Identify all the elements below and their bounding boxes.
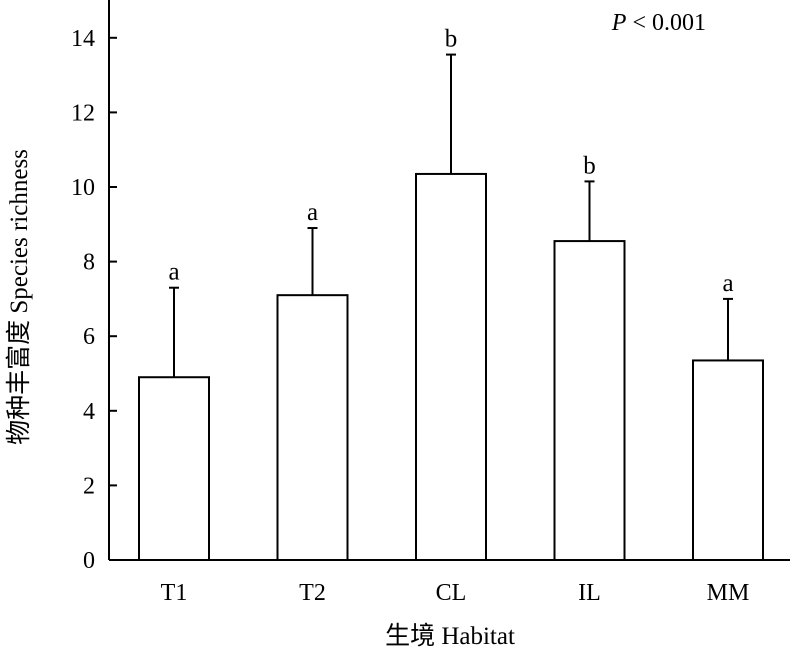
bars-layer	[138, 53, 764, 562]
y-axis-title: 物种丰富度 Species richness	[5, 149, 33, 445]
sig-letter-t1: a	[168, 259, 179, 286]
x-axis-title: 生境 Habitat	[385, 622, 515, 650]
y-tick-label-14: 14	[71, 26, 95, 52]
x-tick-label-t2: T2	[299, 580, 326, 606]
y-tick-label-8: 8	[83, 250, 95, 276]
y-tick-label-10: 10	[71, 175, 95, 201]
p-value-symbol: P	[611, 10, 627, 36]
y-tick-label-4: 4	[83, 399, 95, 425]
y-tick-label-6: 6	[83, 324, 95, 350]
sig-letter-cl: b	[445, 26, 458, 53]
sig-letter-mm: a	[722, 270, 733, 297]
x-tick-label-il: IL	[578, 580, 601, 606]
y-tick-label-2: 2	[83, 473, 95, 499]
sig-letter-t2: a	[307, 199, 318, 226]
bar-il	[553, 240, 626, 562]
sig-letter-il: b	[583, 152, 596, 179]
x-tick-label-t1: T1	[161, 580, 188, 606]
bar-t1	[138, 376, 210, 562]
p-value-text: < 0.001	[626, 10, 706, 36]
p-value-annotation: P < 0.001	[611, 10, 706, 36]
bar-mm	[692, 359, 764, 561]
axes-layer	[108, 0, 790, 561]
bar-cl	[415, 172, 487, 561]
text-layer: 0 2 4 6 8 10 12 14 a T1 a T2 b CL b IL a MM	[71, 26, 749, 606]
y-tick-label-12: 12	[71, 100, 95, 126]
bar-t2	[276, 294, 349, 561]
x-tick-label-mm: MM	[707, 580, 750, 606]
y-tick-label-0: 0	[83, 548, 95, 574]
x-tick-label-cl: CL	[436, 580, 467, 606]
